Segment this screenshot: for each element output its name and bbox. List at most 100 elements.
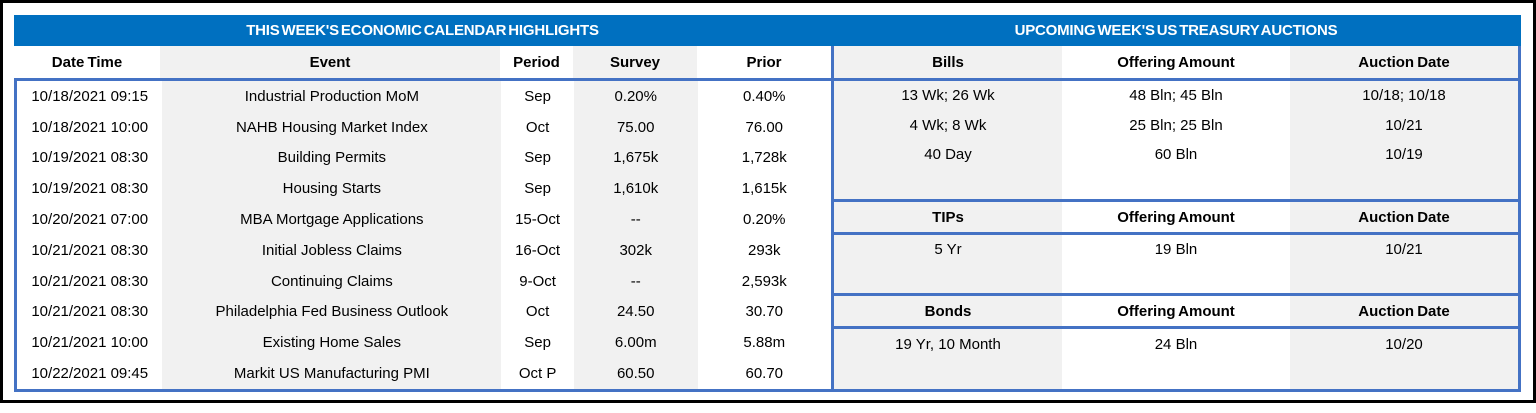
cell-survey: 24.50 <box>573 296 698 328</box>
table-row: 40 Day 60 Bln 10/19 <box>834 140 1518 170</box>
column-header-survey: Survey <box>573 46 697 78</box>
column-header-auction-date: Auction Date <box>1290 296 1518 326</box>
cell-security: 4 Wk; 8 Wk <box>834 110 1062 140</box>
cell-prior: 0.20% <box>697 204 832 235</box>
cell-auction-date: 10/18; 10/18 <box>1290 81 1518 111</box>
economic-calendar-panel: THIS WEEK'S ECONOMIC CALENDAR HIGHLIGHTS… <box>14 15 832 392</box>
column-header-security: Bills <box>834 46 1062 78</box>
cell-auction-date: 10/19 <box>1290 140 1518 170</box>
table-row <box>834 169 1518 199</box>
cell-date-time: 10/21/2021 08:30 <box>17 296 163 328</box>
table-row: 4 Wk; 8 Wk 25 Bln; 25 Bln 10/21 <box>834 110 1518 140</box>
cell-security: 40 Day <box>834 140 1062 170</box>
treasury-auctions-body: Bills Offering Amount Auction Date 13 Wk… <box>831 46 1521 392</box>
report-frame: THIS WEEK'S ECONOMIC CALENDAR HIGHLIGHTS… <box>0 0 1536 403</box>
cell-event: Philadelphia Fed Business Outlook <box>162 296 502 328</box>
section-header-row: Bonds Offering Amount Auction Date <box>834 296 1518 329</box>
cell-survey: 1,610k <box>573 173 698 205</box>
cell-auction-date <box>1290 264 1518 293</box>
table-row: 10/19/2021 08:30 Housing Starts Sep 1,61… <box>17 173 832 205</box>
cell-event: Existing Home Sales <box>162 327 502 359</box>
cell-auction-date: 10/21 <box>1290 110 1518 140</box>
cell-security: 19 Yr, 10 Month <box>834 329 1062 359</box>
cell-prior: 60.70 <box>697 358 832 389</box>
cell-survey: 6.00m <box>573 327 698 359</box>
column-header-offering-amount: Offering Amount <box>1062 202 1290 232</box>
cell-prior: 293k <box>697 234 832 266</box>
cell-security <box>834 169 1062 199</box>
table-row: 10/18/2021 09:15 Industrial Production M… <box>17 81 832 112</box>
column-header-period: Period <box>500 46 573 78</box>
cell-auction-date: 10/21 <box>1290 235 1518 264</box>
cell-period: Sep <box>501 81 574 112</box>
cell-date-time: 10/21/2021 10:00 <box>17 327 163 359</box>
cell-date-time: 10/21/2021 08:30 <box>17 265 163 297</box>
cell-security: 5 Yr <box>834 235 1062 264</box>
economic-calendar-header-row: Date Time Event Period Survey Prior <box>14 46 831 78</box>
cell-offering-amount: 48 Bln; 45 Bln <box>1062 81 1290 111</box>
cell-auction-date <box>1290 359 1518 389</box>
cell-offering-amount <box>1062 264 1290 293</box>
cell-offering-amount <box>1062 359 1290 389</box>
cell-prior: 5.88m <box>697 327 832 359</box>
cell-offering-amount: 60 Bln <box>1062 140 1290 170</box>
section-body: 19 Yr, 10 Month 24 Bln 10/20 <box>834 329 1518 389</box>
cell-date-time: 10/19/2021 08:30 <box>17 142 163 174</box>
cell-security: 13 Wk; 26 Wk <box>834 81 1062 111</box>
cell-period: Sep <box>501 327 574 359</box>
cell-event: MBA Mortgage Applications <box>162 204 502 235</box>
cell-prior: 2,593k <box>697 265 832 297</box>
cell-security <box>834 264 1062 293</box>
report-panels: THIS WEEK'S ECONOMIC CALENDAR HIGHLIGHTS… <box>14 15 1521 392</box>
table-row: 10/21/2021 10:00 Existing Home Sales Sep… <box>17 327 832 359</box>
cell-offering-amount: 19 Bln <box>1062 235 1290 264</box>
table-row: 5 Yr 19 Bln 10/21 <box>834 235 1518 264</box>
cell-prior: 76.00 <box>697 111 832 143</box>
column-header-date-time: Date Time <box>14 46 160 78</box>
cell-survey: 0.20% <box>573 81 698 112</box>
economic-calendar-title: THIS WEEK'S ECONOMIC CALENDAR HIGHLIGHTS <box>14 15 831 46</box>
table-row: 10/22/2021 09:45 Markit US Manufacturing… <box>17 358 832 389</box>
cell-prior: 1,615k <box>697 173 832 205</box>
cell-date-time: 10/18/2021 10:00 <box>17 111 163 143</box>
column-header-security: Bonds <box>834 296 1062 326</box>
cell-period: Oct P <box>501 358 574 389</box>
cell-auction-date: 10/20 <box>1290 329 1518 359</box>
cell-period: Sep <box>501 173 574 205</box>
cell-offering-amount <box>1062 169 1290 199</box>
table-row: 10/20/2021 07:00 MBA Mortgage Applicatio… <box>17 204 832 235</box>
table-row: 10/18/2021 10:00 NAHB Housing Market Ind… <box>17 111 832 143</box>
cell-event: Housing Starts <box>162 173 502 205</box>
cell-event: Continuing Claims <box>162 265 502 297</box>
cell-date-time: 10/21/2021 08:30 <box>17 234 163 266</box>
cell-prior: 30.70 <box>697 296 832 328</box>
cell-date-time: 10/18/2021 09:15 <box>17 81 163 112</box>
cell-date-time: 10/20/2021 07:00 <box>17 204 163 235</box>
table-row: 10/19/2021 08:30 Building Permits Sep 1,… <box>17 142 832 174</box>
treasury-auctions-title: UPCOMING WEEK'S US TREASURY AUCTIONS <box>831 15 1521 46</box>
cell-survey: -- <box>573 204 698 235</box>
cell-prior: 1,728k <box>697 142 832 174</box>
cell-survey: 302k <box>573 234 698 266</box>
table-row: 10/21/2021 08:30 Philadelphia Fed Busine… <box>17 296 832 328</box>
section-header-row: Bills Offering Amount Auction Date <box>834 46 1518 81</box>
cell-period: 9-Oct <box>501 265 574 297</box>
column-header-offering-amount: Offering Amount <box>1062 46 1290 78</box>
cell-period: 15-Oct <box>501 204 574 235</box>
treasury-auctions-panel: UPCOMING WEEK'S US TREASURY AUCTIONS Bil… <box>831 15 1521 392</box>
table-row: 13 Wk; 26 Wk 48 Bln; 45 Bln 10/18; 10/18 <box>834 81 1518 111</box>
table-row: 10/21/2021 08:30 Initial Jobless Claims … <box>17 234 832 266</box>
cell-survey: -- <box>573 265 698 297</box>
cell-event: NAHB Housing Market Index <box>162 111 502 143</box>
column-header-prior: Prior <box>697 46 831 78</box>
cell-date-time: 10/19/2021 08:30 <box>17 173 163 205</box>
cell-period: Sep <box>501 142 574 174</box>
table-row: 10/21/2021 08:30 Continuing Claims 9-Oct… <box>17 265 832 297</box>
cell-event: Markit US Manufacturing PMI <box>162 358 502 389</box>
cell-survey: 60.50 <box>573 358 698 389</box>
cell-survey: 75.00 <box>573 111 698 143</box>
cell-period: 16-Oct <box>501 234 574 266</box>
cell-security <box>834 359 1062 389</box>
column-header-offering-amount: Offering Amount <box>1062 296 1290 326</box>
section-header-row: TIPs Offering Amount Auction Date <box>834 202 1518 235</box>
